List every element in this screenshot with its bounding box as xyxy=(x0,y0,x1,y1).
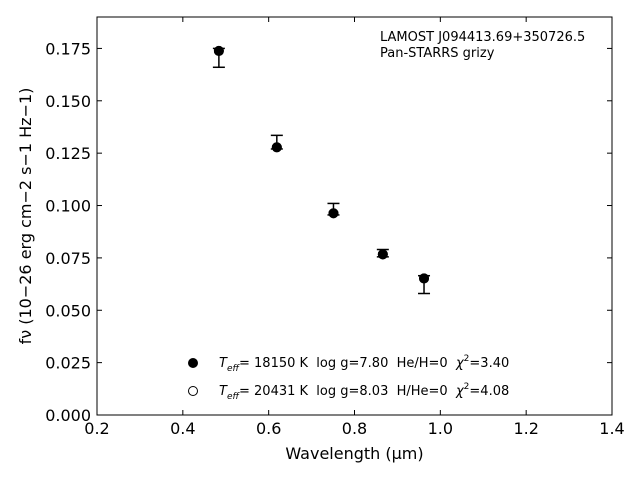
y-tick-label: 0.025 xyxy=(45,354,91,373)
point-open xyxy=(328,208,339,219)
y-tick-label: 0.150 xyxy=(45,92,91,111)
legend: Teff= 18150 K log g=7.80 He/H=0 χ2=3.40 … xyxy=(188,354,509,402)
y-tick-label: 0.000 xyxy=(45,406,91,425)
x-tick-label: 1.0 xyxy=(428,419,453,438)
x-tick-label: 1.4 xyxy=(599,419,624,438)
error-bars xyxy=(212,47,431,295)
x-tick-label: 0.8 xyxy=(342,419,367,438)
point-open xyxy=(213,45,224,56)
y-axis-title: fν (10−26 erg cm−2 s−1 Hz−1) xyxy=(16,88,35,345)
x-tick-label: 1.2 xyxy=(513,419,538,438)
y-tick-label: 0.100 xyxy=(45,197,91,216)
legend-marker-open xyxy=(188,386,198,396)
axis-ticks: 0.2 0.4 0.6 0.8 1.0 1.2 1.4 0.000 0.025 0.050 0.07… xyxy=(45,17,625,438)
y-tick-label: 0.125 xyxy=(45,144,91,163)
y-tick-label: 0.050 xyxy=(45,301,91,320)
x-tick-label: 0.4 xyxy=(170,419,195,438)
point-open xyxy=(419,273,430,284)
annotation-object-name: LAMOST J094413.69+350726.5 xyxy=(380,30,585,45)
legend-label-model-2: Teff= 20431 K log g=8.03 H/He=0 χ2=4.08 xyxy=(219,382,509,402)
x-tick-label: 0.6 xyxy=(256,419,281,438)
point-open xyxy=(271,142,282,153)
data-points xyxy=(213,45,430,284)
plot-frame xyxy=(96,16,613,416)
point-open xyxy=(377,249,388,260)
legend-marker-filled xyxy=(188,358,198,368)
legend-label-model-1: Teff= 18150 K log g=7.80 He/H=0 χ2=3.40 xyxy=(219,354,509,374)
x-axis-title: Wavelength (μm) xyxy=(285,444,423,463)
x-tick-label: 0.2 xyxy=(84,419,109,438)
y-tick-label: 0.175 xyxy=(45,39,91,58)
annotation-survey: Pan-STARRS grizy xyxy=(380,46,495,61)
y-tick-label: 0.075 xyxy=(45,249,91,268)
